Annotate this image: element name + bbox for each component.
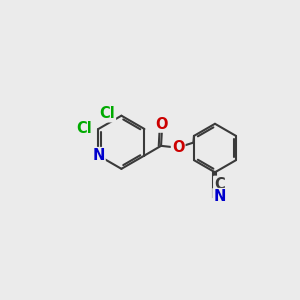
- Text: N: N: [92, 148, 105, 163]
- Text: Cl: Cl: [99, 106, 115, 121]
- Text: O: O: [156, 117, 168, 132]
- Text: N: N: [213, 189, 226, 204]
- Text: Cl: Cl: [76, 122, 92, 136]
- Text: C: C: [214, 177, 225, 192]
- Text: O: O: [172, 140, 184, 155]
